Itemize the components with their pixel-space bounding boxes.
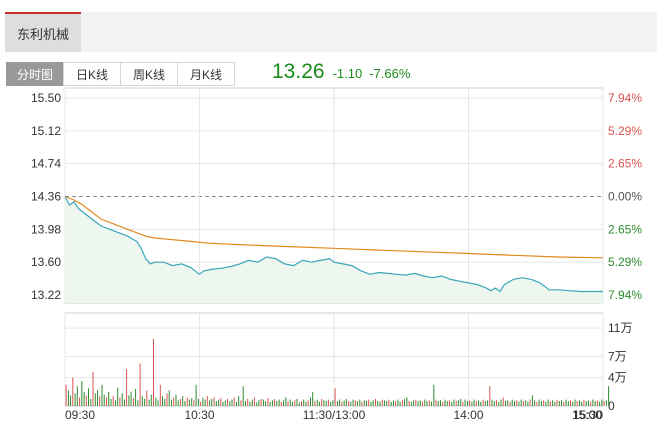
volume-tick-label: 0	[608, 399, 615, 413]
percent-tick-label: 7.94%	[608, 91, 642, 105]
average-price-line	[64, 195, 604, 259]
quote-summary: 13.26 -1.10 -7.66%	[272, 60, 410, 88]
price-tick-label: 14.74	[31, 157, 61, 171]
price-change-percent: -7.66%	[369, 66, 411, 81]
price-tick-label: 14.36	[31, 190, 61, 204]
price-area-fill	[65, 196, 603, 303]
volume-tick-label: 4万	[608, 371, 627, 385]
percent-tick-label: 0.00%	[608, 190, 642, 204]
stock-tab-bar: 东利机械	[5, 12, 657, 52]
percent-tick-label: 2.65%	[608, 222, 642, 236]
intraday-chart: 15.50 15.12 14.74 14.36 13.98 13.60 13.22 7.94%…	[31, 87, 642, 422]
price-tick-label: 15.50	[31, 91, 61, 105]
time-tick-label: 09:30	[65, 408, 95, 422]
time-tick-label: 15:30	[573, 408, 603, 422]
stock-name-tab[interactable]: 东利机械	[5, 12, 81, 52]
price-tick-label: 13.60	[31, 255, 61, 269]
percent-tick-label: 2.65%	[608, 157, 642, 171]
time-tick-label: 14:00	[453, 408, 483, 422]
percent-tick-label: 5.29%	[608, 255, 642, 269]
volume-tick-label: 11万	[608, 321, 632, 335]
current-price: 13.26	[272, 60, 325, 83]
percent-tick-label: 7.94%	[608, 288, 642, 302]
volume-tick-label: 7万	[608, 349, 627, 363]
price-line	[64, 196, 603, 293]
tab-daily-k[interactable]: 日K线	[63, 62, 121, 86]
price-tick-label: 13.98	[31, 222, 61, 236]
tab-weekly-k[interactable]: 周K线	[120, 62, 178, 86]
tab-intraday[interactable]: 分时图	[6, 62, 64, 86]
time-tick-label: 15:00	[572, 408, 602, 422]
price-change: -1.10	[332, 66, 363, 81]
chart-period-tabs: 分时图 日K线 周K线 月K线	[6, 62, 235, 86]
time-tick-label: 11:30/13:00	[303, 408, 366, 422]
tab-monthly-k[interactable]: 月K线	[177, 62, 235, 86]
percent-tick-label: 5.29%	[608, 124, 642, 138]
time-tick-label: 10:30	[184, 408, 214, 422]
price-tick-label: 13.22	[31, 288, 61, 302]
price-tick-label: 15.12	[31, 124, 61, 138]
